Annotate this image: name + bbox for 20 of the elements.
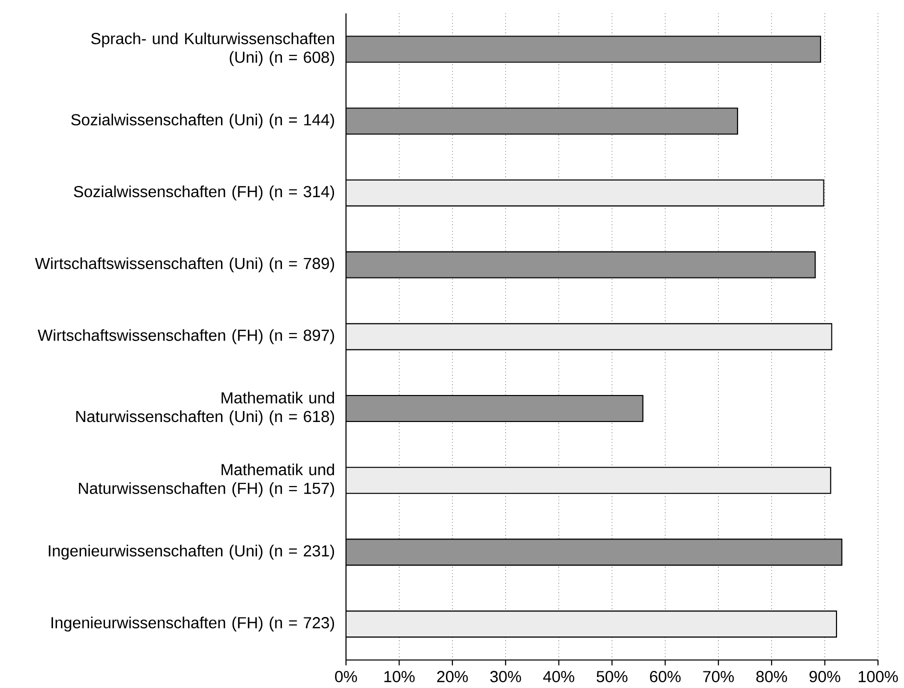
x-tick-label: 70% — [703, 670, 734, 682]
x-tick-label: 40% — [543, 670, 574, 682]
x-tick-label: 100% — [858, 670, 898, 682]
y-tick-label: Wirtschaftswissenschaften (FH) (n = 897) — [38, 329, 334, 344]
x-tick-label: 0% — [335, 670, 357, 682]
y-tick-label: Mathematik und Naturwissenschaften (FH) (n = 157) — [78, 464, 334, 498]
x-tick-label: 10% — [384, 670, 415, 682]
y-tick-label: Sozialwissenschaften (Uni) (n = 144) — [71, 114, 334, 129]
y-tick-label: Ingenieurwissenschaften (Uni) (n = 231) — [48, 544, 334, 560]
y-tick-label: Wirtschaftswissenschaften (Uni) (n = 789) — [35, 257, 334, 272]
x-tick-label: 60% — [650, 670, 681, 682]
x-tick-label: 90% — [810, 670, 840, 682]
y-tick-label: Ingenieurwissenschaften (FH) (n = 723) — [52, 616, 334, 632]
x-tick-label: 50% — [596, 670, 628, 682]
x-tick-label: 20% — [437, 670, 468, 682]
x-tick-label: 80% — [756, 670, 788, 682]
x-tick-label: 30% — [490, 670, 522, 682]
y-tick-label: Sprach- und Kulturwissenschaften (Uni) (n = 608) — [91, 32, 334, 66]
y-tick-label: Mathematik und Naturwissenschaften (Uni) (n = 618) — [76, 392, 334, 426]
y-tick-label: Sozialwissenschaften (FH) (n = 314) — [74, 186, 334, 200]
